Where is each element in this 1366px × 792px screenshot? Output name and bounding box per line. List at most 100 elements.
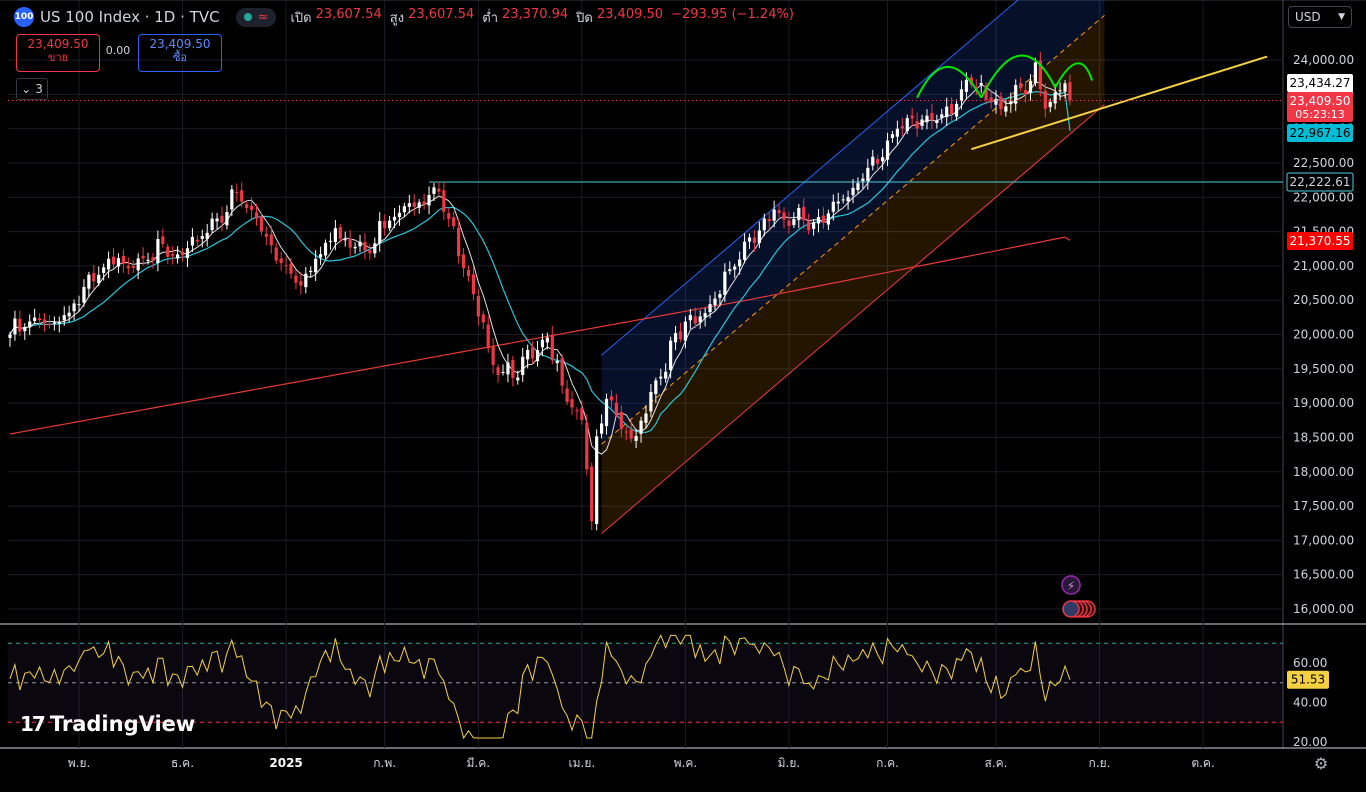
candle-body (323, 242, 328, 256)
candle (580, 400, 584, 425)
candle (718, 290, 722, 307)
candle (604, 393, 609, 435)
candle-body (269, 234, 273, 246)
candle (866, 159, 870, 190)
candle (550, 326, 554, 365)
candle (881, 148, 885, 171)
candle-body (97, 274, 101, 284)
candle (402, 202, 406, 217)
candle (230, 185, 234, 217)
candle (254, 204, 259, 226)
candle (496, 364, 500, 383)
candle-body (1028, 80, 1033, 93)
candle-body (634, 436, 638, 442)
candle (959, 80, 964, 110)
candle-body (846, 197, 850, 202)
sell-button[interactable]: 23,409.50 ขาย (16, 34, 100, 72)
candle (945, 97, 949, 127)
candle (910, 108, 914, 127)
candle (836, 192, 840, 211)
candle-body (718, 294, 722, 298)
candle (1014, 79, 1018, 111)
candle (797, 203, 801, 229)
trendline-support (971, 55, 1268, 151)
candle-body (910, 115, 914, 119)
buy-price: 23,409.50 (149, 37, 211, 51)
candle-body (526, 349, 530, 360)
price-tag-label: 23,409.50 (1289, 94, 1350, 108)
candle-body (304, 273, 308, 288)
channel-upper-fill (601, 0, 1105, 445)
event-flash-icon (1061, 575, 1081, 595)
candle (1028, 74, 1033, 101)
candle-body (757, 230, 761, 243)
buy-button[interactable]: 23,409.50 ซื้อ (138, 34, 222, 72)
rsi-band (8, 643, 1283, 723)
candle-body (437, 188, 441, 192)
rsi-value-tag (1287, 670, 1329, 689)
candle (97, 266, 101, 287)
candle (1058, 82, 1062, 100)
currency-select[interactable]: USD ▼ (1288, 6, 1352, 28)
candle (146, 252, 150, 265)
candle-body (797, 207, 801, 221)
candle-body (205, 232, 209, 239)
candle (417, 199, 421, 214)
candle (388, 216, 392, 232)
indicators-toggle-button[interactable]: ⌄ 3 (16, 78, 48, 100)
candle (890, 130, 895, 143)
candle-body (23, 327, 27, 332)
candle (141, 247, 145, 266)
candle (102, 263, 106, 281)
candle-body (126, 266, 130, 269)
candle-body (57, 321, 61, 324)
candle-body (151, 257, 155, 261)
candle-body (570, 399, 574, 408)
candle-body (876, 159, 880, 164)
candle-body (353, 246, 357, 249)
candle (792, 212, 796, 229)
candle-body (422, 201, 426, 205)
candle-body (516, 377, 520, 381)
candle-body (673, 333, 678, 343)
candle-body (881, 157, 885, 162)
candle-body (693, 316, 697, 324)
candle-body (738, 259, 742, 267)
candle-body (121, 255, 125, 264)
candle (649, 384, 653, 418)
symbol-title[interactable]: US 100 Index · 1D · TVC (40, 8, 220, 26)
candle (392, 208, 397, 229)
candle (752, 230, 757, 252)
candle (195, 234, 199, 247)
candle-body (565, 388, 569, 402)
candle-body (452, 217, 456, 227)
left-shoulder-arc (916, 66, 983, 99)
candle-body (210, 218, 214, 231)
candle (807, 213, 811, 235)
time-tick-label: ส.ค. (985, 756, 1008, 770)
candle-body (289, 263, 293, 274)
candle-body (220, 215, 224, 223)
channel-lower-fill (601, 15, 1105, 534)
ohlc-readout: เปิด 23,607.54 สูง 23,607.54 ต่ำ 23,370.94 … (290, 7, 797, 28)
candle (1019, 77, 1023, 92)
price-tag (1287, 92, 1353, 122)
candle-body (28, 321, 32, 328)
candle-body (703, 313, 707, 318)
candle-body (678, 331, 683, 340)
candle-body (713, 298, 717, 306)
candle (530, 341, 535, 365)
candle (629, 420, 633, 443)
symbol-logo-icon: 100 (14, 7, 34, 27)
candle-body (624, 431, 628, 433)
settings-gear-icon[interactable]: ⚙ (1313, 754, 1329, 773)
candle (348, 229, 352, 257)
chevron-down-icon: ⌄ (21, 82, 32, 96)
market-status[interactable]: ≈ (235, 7, 277, 27)
price-tick-label: 17,000.00 (1293, 533, 1354, 547)
candle-body (585, 422, 589, 470)
tradingview-logo[interactable]: 17 TradingView (20, 712, 195, 736)
candle-body (954, 103, 959, 117)
